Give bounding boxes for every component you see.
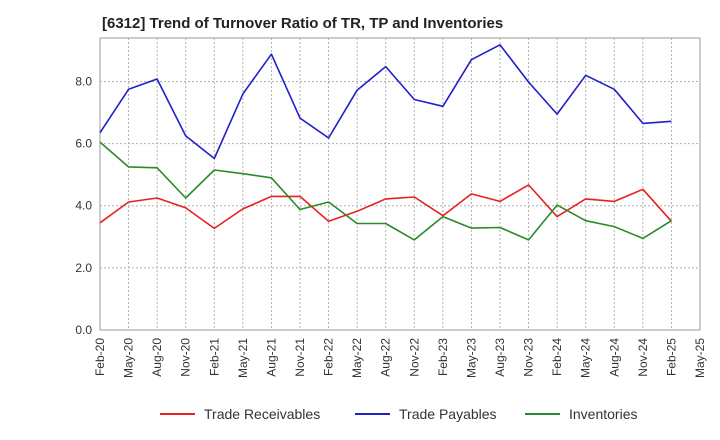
legend-label: Inventories bbox=[569, 406, 637, 422]
x-tick-label: Feb-23 bbox=[436, 338, 450, 376]
x-tick-label: May-22 bbox=[350, 338, 364, 378]
x-tick-label: Aug-21 bbox=[264, 338, 278, 377]
x-tick-label: Feb-22 bbox=[322, 338, 336, 376]
x-tick-label: Aug-22 bbox=[379, 338, 393, 377]
x-tick-label: Nov-24 bbox=[636, 338, 650, 377]
x-tick-label: Aug-23 bbox=[493, 338, 507, 377]
x-tick-label: Feb-25 bbox=[664, 338, 678, 376]
x-tick-label: Nov-21 bbox=[293, 338, 307, 377]
x-tick-label: Aug-20 bbox=[150, 338, 164, 377]
y-tick-label: 2.0 bbox=[75, 261, 92, 275]
series-line-trade-receivables bbox=[99, 184, 672, 230]
x-tick-label: Nov-23 bbox=[522, 338, 536, 377]
x-tick-label: May-24 bbox=[579, 338, 593, 378]
x-tick-label: May-25 bbox=[693, 338, 707, 378]
x-tick-label: Nov-20 bbox=[179, 338, 193, 377]
series-line-inventories bbox=[99, 141, 672, 241]
x-tick-label: Aug-24 bbox=[607, 338, 621, 377]
x-tick-label: Feb-20 bbox=[93, 338, 107, 376]
y-tick-label: 8.0 bbox=[75, 74, 92, 88]
legend-label: Trade Payables bbox=[399, 406, 497, 422]
y-tick-label: 4.0 bbox=[75, 199, 92, 213]
x-tick-label: May-21 bbox=[236, 338, 250, 378]
legend-label: Trade Receivables bbox=[204, 406, 320, 422]
y-tick-label: 0.0 bbox=[75, 323, 92, 337]
x-tick-label: Feb-24 bbox=[550, 338, 564, 376]
x-tick-label: May-23 bbox=[464, 338, 478, 378]
x-tick-label: Nov-22 bbox=[407, 338, 421, 377]
x-tick-label: Feb-21 bbox=[207, 338, 221, 376]
y-tick-label: 6.0 bbox=[75, 137, 92, 151]
plot-frame bbox=[99, 37, 701, 331]
series-line-trade-payables bbox=[99, 43, 672, 160]
chart-title: [6312] Trend of Turnover Ratio of TR, TP… bbox=[102, 15, 504, 32]
x-tick-label: May-20 bbox=[122, 338, 136, 378]
